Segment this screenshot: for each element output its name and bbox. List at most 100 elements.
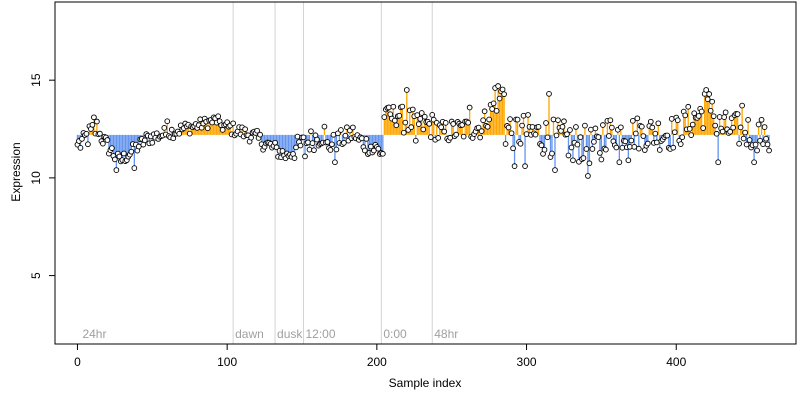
data-point — [582, 122, 588, 129]
data-point — [538, 142, 545, 149]
data-point — [412, 137, 419, 144]
data-point — [564, 131, 570, 138]
data-point — [686, 126, 693, 132]
y-tick-label: 10 — [29, 171, 43, 185]
data-point — [695, 113, 702, 119]
data-point — [418, 110, 425, 116]
data-point — [359, 135, 365, 142]
data-point — [417, 116, 424, 122]
data-point — [450, 121, 457, 127]
data-point — [570, 157, 576, 164]
data-point — [573, 124, 579, 130]
data-point — [740, 135, 747, 142]
data-point — [484, 123, 491, 130]
data-point — [616, 159, 623, 166]
data-point — [306, 146, 313, 153]
data-point — [632, 130, 639, 137]
data-point — [737, 124, 744, 131]
data-point — [341, 140, 347, 146]
data-point — [385, 104, 392, 111]
data-point — [375, 145, 382, 152]
data-point — [766, 147, 772, 154]
data-point — [391, 117, 398, 124]
data-point — [704, 96, 711, 102]
data-point — [652, 130, 659, 137]
data-point — [700, 125, 707, 131]
data-point — [77, 145, 84, 151]
data-point — [591, 138, 597, 145]
data-point — [758, 116, 765, 123]
data-point — [441, 128, 448, 135]
data-point — [761, 124, 768, 130]
data-point — [525, 112, 531, 118]
data-point — [113, 167, 120, 173]
data-point — [379, 150, 386, 157]
data-point — [112, 156, 118, 163]
y-axis: 5 10 15 — [29, 73, 56, 279]
data-point — [603, 146, 609, 153]
data-point — [176, 130, 183, 137]
data-point — [532, 131, 539, 138]
data-point — [597, 150, 603, 156]
data-point — [514, 116, 521, 123]
annotation-label: 48hr — [434, 327, 458, 341]
data-point — [79, 135, 85, 142]
data-point — [589, 146, 596, 152]
data-point — [311, 147, 317, 154]
data-point — [399, 103, 406, 110]
data-point — [655, 120, 662, 127]
data-point — [607, 117, 614, 124]
data-point — [415, 121, 422, 127]
data-point — [644, 140, 651, 147]
data-point — [505, 124, 512, 131]
data-point — [682, 112, 689, 119]
data-point — [559, 123, 566, 130]
data-point — [501, 91, 507, 98]
data-point — [510, 145, 516, 152]
x-axis-title: Sample index — [389, 376, 462, 390]
data-point — [508, 130, 515, 137]
data-point — [553, 132, 560, 139]
data-point — [409, 106, 416, 113]
data-point — [342, 132, 349, 139]
data-point — [291, 155, 298, 162]
data-point — [393, 122, 400, 129]
data-point — [495, 83, 501, 89]
data-point — [523, 131, 530, 137]
data-point — [549, 150, 555, 157]
data-point — [751, 159, 757, 166]
data-point — [215, 113, 222, 120]
data-point — [606, 133, 612, 139]
data-point — [721, 114, 727, 120]
x-axis: 0 100 200 300 400 — [74, 343, 687, 369]
data-point — [442, 119, 449, 126]
data-point — [511, 163, 518, 170]
data-point — [586, 160, 593, 167]
data-point — [707, 107, 714, 114]
data-point — [629, 117, 636, 124]
data-point — [89, 121, 96, 128]
data-point — [104, 137, 111, 143]
data-point — [279, 148, 286, 154]
data-point — [257, 131, 263, 138]
data-point — [486, 116, 492, 123]
data-point — [745, 116, 751, 123]
data-point — [97, 130, 103, 137]
data-point — [647, 118, 654, 125]
data-point — [83, 130, 90, 137]
data-point — [703, 87, 710, 93]
data-point — [309, 140, 316, 146]
data-point — [204, 125, 211, 132]
data-point — [535, 123, 542, 130]
data-point — [555, 117, 561, 124]
data-point — [308, 128, 314, 135]
data-point — [302, 153, 308, 160]
data-point — [507, 116, 513, 122]
data-point — [329, 141, 335, 148]
data-point — [561, 118, 567, 125]
data-point — [565, 152, 572, 159]
data-point — [333, 146, 340, 153]
data-point — [752, 141, 759, 148]
data-point — [550, 116, 557, 123]
